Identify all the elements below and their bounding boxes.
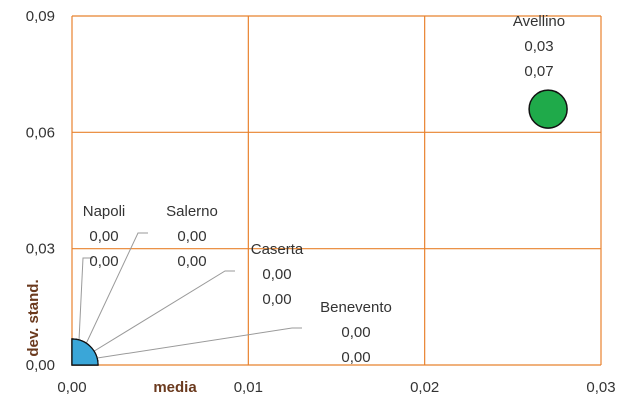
data-label-caserta-name: Caserta xyxy=(251,241,304,258)
tick-labels: 0,00 0,01 0,02 0,03 0,00 0,03 0,06 0,09 xyxy=(26,8,616,396)
y-axis-title: dev. stand. xyxy=(25,279,42,356)
leader-line-benevento xyxy=(77,327,302,362)
data-label-napoli-y: 0,00 xyxy=(89,253,118,270)
y-tick-label-1: 0,03 xyxy=(26,241,55,258)
leader-line-salerno xyxy=(77,232,148,362)
leader-lines xyxy=(77,232,302,362)
data-label-avellino-name: Avellino xyxy=(513,13,565,30)
data-label-caserta-y: 0,00 xyxy=(262,291,291,308)
x-axis-title: media xyxy=(153,379,197,396)
data-label-benevento-y: 0,00 xyxy=(341,349,370,366)
y-tick-label-2: 0,06 xyxy=(26,124,55,141)
data-label-salerno-y: 0,00 xyxy=(177,253,206,270)
leader-line-caserta xyxy=(77,270,235,362)
data-label-benevento-x: 0,00 xyxy=(341,324,370,341)
x-tick-label-0: 0,00 xyxy=(57,379,86,396)
grid-lines xyxy=(71,15,602,366)
point-avellino xyxy=(528,89,568,129)
data-label-napoli-name: Napoli xyxy=(83,203,126,220)
data-label-benevento-name: Benevento xyxy=(320,299,392,316)
data-labels: Avellino 0,03 0,07 Napoli 0,00 0,00 Salerno 0,0… xyxy=(83,13,565,366)
data-label-avellino-y: 0,07 xyxy=(524,63,553,80)
data-label-napoli-x: 0,00 xyxy=(89,228,118,245)
data-label-caserta-x: 0,00 xyxy=(262,266,291,283)
leader-line-napoli xyxy=(77,257,93,362)
y-tick-label-0: 0,00 xyxy=(26,357,55,374)
y-tick-label-3: 0,09 xyxy=(26,8,55,25)
data-label-salerno-name: Salerno xyxy=(166,203,218,220)
x-tick-label-2: 0,02 xyxy=(410,379,439,396)
x-tick-label-1: 0,01 xyxy=(234,379,263,396)
data-points xyxy=(71,89,568,366)
x-tick-label-3: 0,03 xyxy=(586,379,615,396)
data-label-salerno-x: 0,00 xyxy=(177,228,206,245)
point-benevento xyxy=(71,338,99,366)
data-label-avellino-x: 0,03 xyxy=(524,38,553,55)
